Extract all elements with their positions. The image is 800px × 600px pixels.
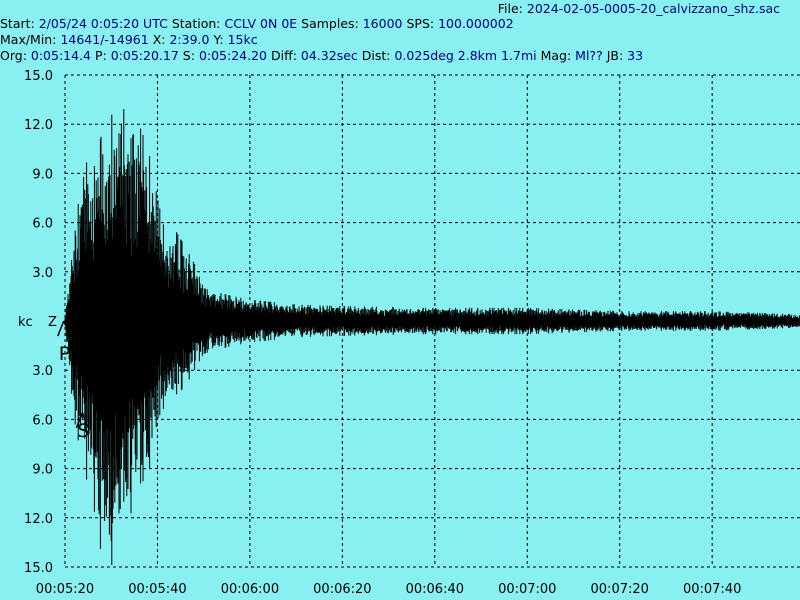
file-line: File: 2024-02-05-0005-20_calvizzano_shz.… [498, 2, 780, 16]
s-time-label: S: [182, 48, 195, 63]
diff-value: 04.32sec [300, 48, 358, 63]
pick-label: S [77, 420, 89, 442]
sps-value: 100.000002 [438, 16, 514, 31]
file-name: 2024-02-05-0005-20_calvizzano_shz.sac [526, 1, 780, 16]
start-label: Start: [0, 16, 35, 31]
y-tick-label: 12.0 [24, 512, 53, 527]
jb-value: 33 [627, 48, 644, 63]
station-label: Station: [171, 16, 221, 31]
maxmin-line: Max/Min: 14641/-14961 X: 2:39.0 Y: 15kc [0, 33, 258, 47]
s-time-value: 0:05:24.20 [198, 48, 268, 63]
pick-label: P [59, 343, 70, 365]
x-tick-label: 00:07:00 [498, 582, 556, 597]
cursor-y-label: Y: [213, 32, 224, 47]
y-tick-label: 6.0 [32, 413, 53, 428]
y-tick-label: 3.0 [32, 266, 53, 281]
waveform-trace [64, 109, 800, 565]
x-tick-label: 00:05:20 [36, 582, 94, 597]
phase-picks: PS [57, 320, 90, 442]
x-axis-labels: 00:05:20 00:05:40 00:06:00 00:06:20 00:06:40… [36, 582, 742, 597]
pick-marker-line [81, 412, 90, 429]
y-tick-label: 15.0 [24, 561, 53, 576]
x-tick-label: 00:07:20 [591, 582, 649, 597]
jb-label: JB: [606, 48, 624, 63]
pick-marker-line [63, 320, 71, 337]
y-tick-label: 6.0 [32, 217, 53, 232]
station-value: CCLV 0N 0E [224, 16, 298, 31]
origin-line: Org: 0:05:14.4 P: 0:05:20.17 S: 0:05:24.… [0, 49, 643, 63]
x-tick-label: 00:06:40 [406, 582, 464, 597]
pick-marker-line [75, 412, 84, 429]
maxmin-value: 14641/-14961 [60, 32, 149, 47]
dist-label: Dist: [361, 48, 391, 63]
start-line: Start: 2/05/24 0:05:20 UTC Station: CCLV… [0, 17, 514, 31]
file-label: File: [497, 1, 523, 16]
mag-value: Ml?? [575, 48, 603, 63]
y-tick-label: 3.0 [32, 364, 53, 379]
y-tick-label: 9.0 [32, 463, 53, 478]
samples-label: Samples: [301, 16, 359, 31]
sps-label: SPS: [406, 16, 435, 31]
channel-name-label: Z [48, 315, 57, 330]
p-time-value: 0:05:20.17 [110, 48, 179, 63]
waveform-trace-layer [64, 109, 800, 565]
x-tick-label: 00:06:00 [221, 582, 279, 597]
cursor-y-value: 15kc [227, 32, 258, 47]
y-tick-label: 12.0 [24, 118, 53, 133]
dist-value: 0.025deg 2.8km 1.7mi [394, 48, 537, 63]
cursor-x-label: X: [152, 32, 166, 47]
x-tick-label: 00:06:20 [313, 582, 371, 597]
y-axis-labels: 15.0 12.0 9.0 6.0 3.0 3.0 6.0 9.0 12.0 15.0 [24, 69, 53, 576]
y-tick-label: 15.0 [24, 69, 53, 84]
pick-marker-line [57, 320, 65, 337]
origin-value: 0:05:14.4 [30, 48, 92, 63]
start-value: 2/05/24 0:05:20 UTC [38, 16, 168, 31]
diff-label: Diff: [271, 48, 297, 63]
y-tick-label: 9.0 [32, 167, 53, 182]
channel-unit-label: kc [18, 315, 33, 330]
mag-label: Mag: [540, 48, 572, 63]
origin-label: Org: [0, 48, 27, 63]
samples-value: 16000 [362, 16, 403, 31]
cursor-x-value: 2:39.0 [169, 32, 210, 47]
p-time-label: P: [95, 48, 107, 63]
x-tick-label: 00:07:40 [683, 582, 741, 597]
maxmin-label: Max/Min: [0, 32, 57, 47]
x-tick-label: 00:05:40 [128, 582, 186, 597]
